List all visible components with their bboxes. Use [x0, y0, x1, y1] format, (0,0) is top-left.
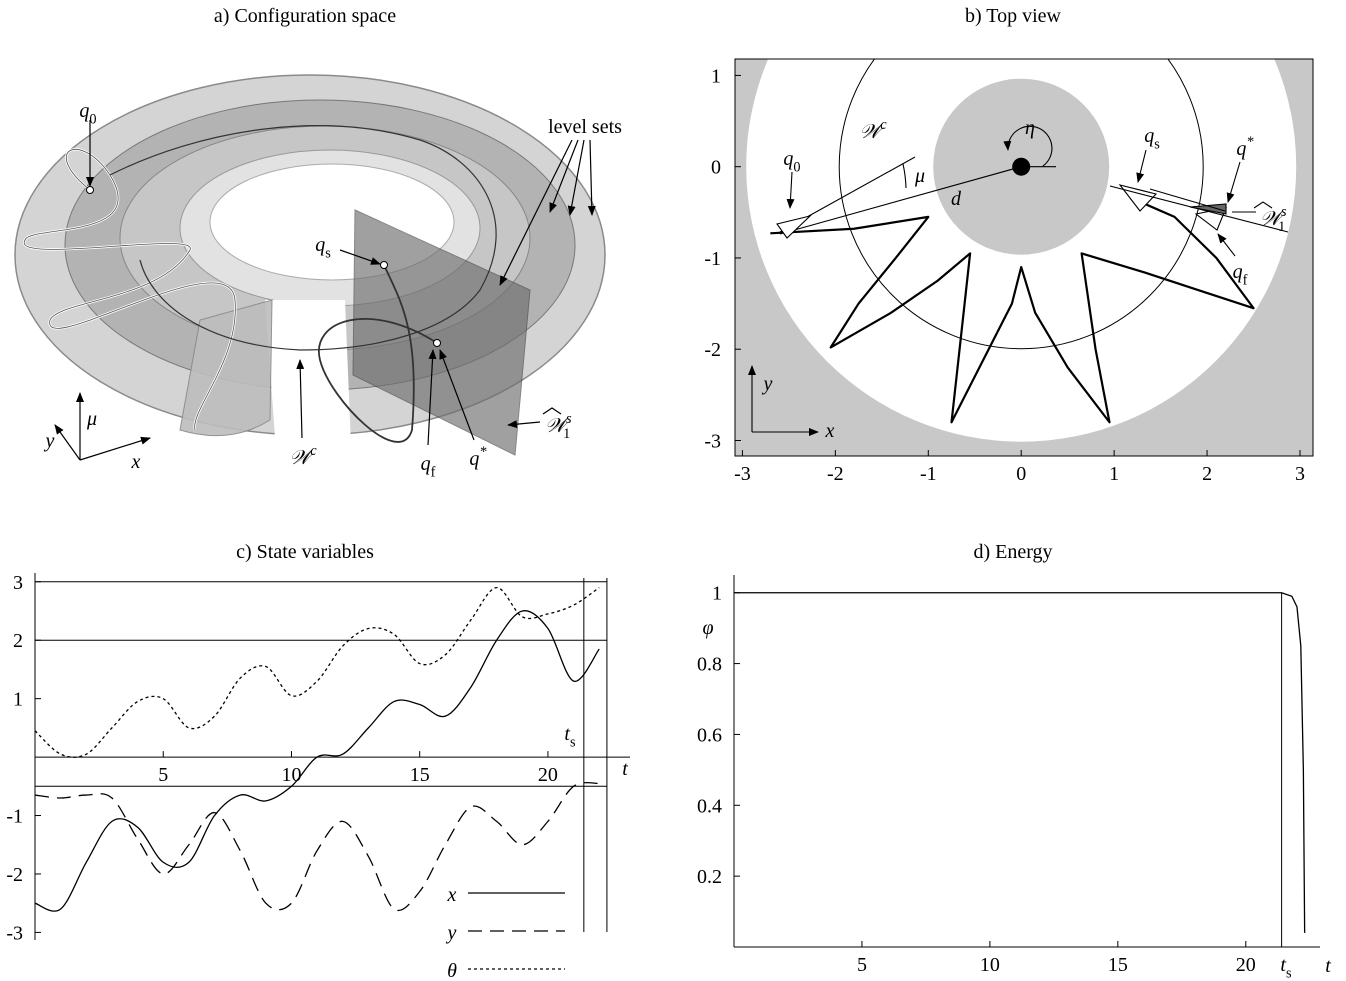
label-part: q — [783, 148, 793, 170]
annotation: q0 — [79, 100, 96, 128]
annotation: μ — [914, 165, 925, 187]
annotation: y — [44, 430, 55, 452]
annotation: μ — [86, 408, 97, 430]
y-tick-label: 1 — [13, 689, 23, 711]
y-tick-label: 1 — [711, 65, 721, 87]
panel-title: c) State variables — [236, 541, 374, 563]
series-line — [35, 783, 599, 911]
annotation: y — [762, 373, 773, 395]
x-axis-label: t — [1325, 955, 1331, 977]
panel-title: a) Configuration space — [214, 5, 396, 27]
x-tick-label: 20 — [1236, 954, 1256, 976]
label-part: q — [1236, 138, 1246, 160]
y-tick-label: -1 — [6, 806, 23, 828]
x-tick-label: 2 — [1202, 463, 1212, 485]
annotation: d — [951, 188, 962, 210]
y-tick-label: 0.8 — [697, 654, 722, 676]
x-tick-label: 0 — [1016, 463, 1026, 485]
center — [1012, 158, 1030, 176]
label-part: s — [566, 411, 572, 427]
label-part: s — [325, 246, 331, 262]
label-part: s — [1281, 204, 1287, 220]
x-tick-label: -1 — [920, 463, 937, 485]
x-tick-label: 5 — [857, 954, 867, 976]
y-tick-label: -1 — [704, 248, 721, 270]
y-tick-label: 0.4 — [697, 795, 722, 817]
y-tick-label: 0.6 — [697, 724, 722, 746]
series-line — [734, 593, 1305, 933]
legend-label: y — [446, 922, 457, 944]
x-tick-label: -2 — [827, 463, 844, 485]
label-part: q — [79, 100, 89, 122]
x-tick-label: 1 — [1109, 463, 1119, 485]
label-part: 1 — [563, 426, 570, 442]
figure: a) Configuration spaceq0level setsqs𝒲cqf… — [0, 0, 1346, 981]
annotation: x — [825, 420, 835, 442]
torus-illustration — [15, 75, 605, 478]
y-tick-label: 0.2 — [697, 866, 722, 888]
label-part: q — [1144, 125, 1154, 147]
y-tick-label: 2 — [13, 630, 23, 652]
y-tick-label: -3 — [704, 430, 721, 452]
x-tick-label: 15 — [1108, 954, 1128, 976]
annotation: q* — [469, 444, 487, 470]
label-part: 0 — [89, 112, 96, 128]
y-tick-label: -2 — [6, 864, 23, 886]
x-tick-label: 10 — [281, 764, 301, 786]
x-tick-label: 15 — [410, 764, 430, 786]
label-part: c — [880, 117, 887, 133]
y-tick-label: 0 — [711, 157, 721, 179]
series-line — [35, 611, 599, 911]
panel-title: b) Top view — [965, 5, 1062, 27]
panel-title: d) Energy — [973, 541, 1052, 563]
y-tick-label: 3 — [13, 572, 23, 594]
label-part: 1 — [1278, 219, 1285, 235]
annotation: x — [131, 451, 141, 473]
x-tick-label: 5 — [158, 764, 168, 786]
legend-label: x — [447, 884, 457, 906]
y-axis-label: φ — [702, 617, 713, 639]
label-part: q — [315, 234, 325, 256]
y-tick-label: 1 — [712, 583, 722, 605]
y-tick-label: -3 — [6, 922, 23, 944]
annotation: ts — [1280, 954, 1292, 981]
label-part: f — [431, 465, 436, 481]
annotation: η — [1025, 117, 1035, 139]
x-tick-label: 10 — [980, 954, 1000, 976]
annotation: ts — [564, 723, 576, 751]
label-part: 0 — [793, 160, 800, 176]
page: {"chart_data":[ {"type":"diagram","title… — [0, 0, 1346, 981]
label-part: q — [421, 453, 431, 475]
label-part: * — [479, 444, 487, 460]
x-tick-label: -3 — [734, 463, 751, 485]
x-axis-label: t — [622, 758, 628, 780]
x-tick-label: 20 — [538, 764, 558, 786]
annotation: qf — [421, 453, 436, 481]
x-tick-label: 3 — [1295, 463, 1305, 485]
label-part: c — [310, 443, 317, 459]
y-tick-label: -2 — [704, 339, 721, 361]
annotation: level sets — [548, 116, 622, 138]
label-part: q — [469, 448, 479, 470]
label-part: q — [1233, 261, 1243, 283]
label-part: * — [1246, 134, 1254, 150]
series-line — [35, 588, 599, 758]
label-part: s — [1286, 966, 1292, 981]
legend-label: θ — [447, 960, 457, 981]
label-part: s — [1154, 137, 1160, 153]
label-part: f — [1243, 273, 1248, 289]
label-part: s — [570, 735, 576, 751]
